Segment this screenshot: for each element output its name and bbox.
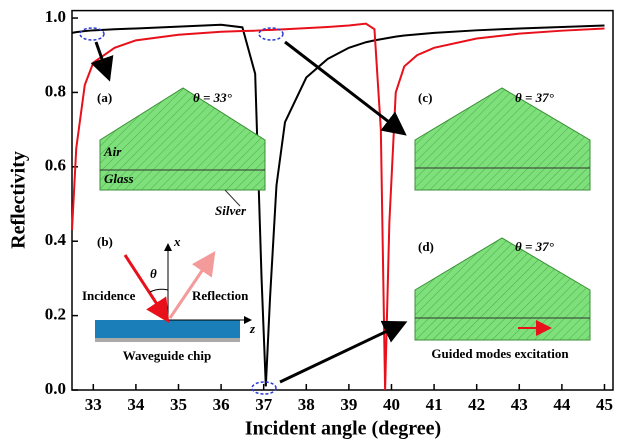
- inset-a: [100, 88, 265, 206]
- x-axis-label: Incident angle (degree): [245, 418, 441, 440]
- annotation: Glass: [104, 171, 134, 186]
- x-tick-label: 38: [298, 395, 315, 414]
- x-tick-label: 41: [426, 395, 443, 414]
- annotation: (b): [97, 234, 113, 249]
- y-tick-label: 1.0: [45, 7, 66, 26]
- x-tick-label: 37: [255, 395, 273, 414]
- x-tick-label: 36: [213, 395, 230, 414]
- x-tick-label: 40: [383, 395, 400, 414]
- annotation: Waveguide chip: [123, 348, 212, 363]
- annotation: (d): [418, 239, 434, 254]
- x-tick-label: 39: [340, 395, 357, 414]
- page: {"chart_data": {"type": "line", "x_label…: [0, 0, 625, 446]
- x-tick-label: 42: [468, 395, 485, 414]
- annotation: z: [249, 321, 256, 336]
- annotation: Incidence: [82, 288, 136, 303]
- y-tick-label: 0.6: [45, 156, 66, 175]
- x-tick-label: 33: [85, 395, 102, 414]
- annotation: θ: [150, 266, 157, 281]
- annotation: (a): [97, 90, 112, 105]
- annotation: θ = 37°: [515, 239, 555, 254]
- y-axis-label: Reflectivity: [8, 151, 30, 249]
- annotation: θ = 37°: [515, 90, 555, 105]
- inset-d: [415, 238, 590, 340]
- inset-c: [415, 88, 590, 190]
- y-tick-label: 0.8: [45, 81, 66, 100]
- annotation: Reflection: [192, 288, 249, 303]
- annotation: (c): [418, 90, 432, 105]
- x-tick-label: 45: [596, 395, 613, 414]
- annotation: Guided modes excitation: [431, 346, 569, 361]
- annotation: θ = 33°: [193, 90, 233, 105]
- y-tick-label: 0.0: [45, 379, 66, 398]
- chart: (a) θ = 33° Air Glass Silver (b) x θ Inc…: [0, 0, 625, 441]
- x-tick-label: 43: [511, 395, 528, 414]
- annotation: Silver: [215, 203, 247, 218]
- y-tick-label: 0.4: [45, 230, 67, 249]
- annotation: Air: [103, 144, 122, 159]
- annotation: x: [173, 234, 181, 249]
- x-tick-label: 44: [553, 395, 571, 414]
- x-tick-label: 34: [127, 395, 145, 414]
- x-tick-label: 35: [170, 395, 187, 414]
- y-tick-label: 0.2: [45, 305, 66, 324]
